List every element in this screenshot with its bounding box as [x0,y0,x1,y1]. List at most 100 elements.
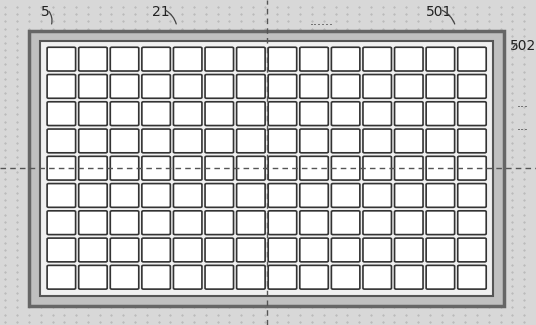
FancyBboxPatch shape [426,184,455,207]
FancyBboxPatch shape [174,156,202,180]
FancyBboxPatch shape [79,265,107,289]
FancyBboxPatch shape [394,211,423,235]
FancyBboxPatch shape [331,211,360,235]
FancyBboxPatch shape [47,156,76,180]
FancyBboxPatch shape [331,47,360,71]
FancyBboxPatch shape [236,211,265,235]
FancyBboxPatch shape [174,102,202,125]
FancyBboxPatch shape [426,74,455,98]
FancyBboxPatch shape [110,211,139,235]
FancyBboxPatch shape [331,265,360,289]
FancyBboxPatch shape [426,129,455,153]
FancyBboxPatch shape [458,129,486,153]
FancyBboxPatch shape [110,238,139,262]
FancyBboxPatch shape [205,211,234,235]
FancyBboxPatch shape [331,102,360,125]
FancyBboxPatch shape [236,184,265,207]
FancyBboxPatch shape [426,265,455,289]
FancyBboxPatch shape [205,265,234,289]
FancyBboxPatch shape [110,102,139,125]
FancyBboxPatch shape [174,184,202,207]
FancyBboxPatch shape [300,211,328,235]
FancyBboxPatch shape [79,47,107,71]
FancyBboxPatch shape [458,102,486,125]
FancyBboxPatch shape [458,74,486,98]
FancyBboxPatch shape [426,238,455,262]
FancyBboxPatch shape [79,184,107,207]
Text: ......: ...... [310,15,333,28]
FancyBboxPatch shape [300,129,328,153]
FancyBboxPatch shape [363,156,391,180]
FancyBboxPatch shape [394,184,423,207]
FancyBboxPatch shape [394,265,423,289]
FancyBboxPatch shape [394,156,423,180]
Text: ...: ... [517,98,528,111]
FancyBboxPatch shape [236,47,265,71]
FancyBboxPatch shape [331,238,360,262]
FancyBboxPatch shape [79,211,107,235]
FancyBboxPatch shape [458,47,486,71]
FancyBboxPatch shape [110,156,139,180]
FancyBboxPatch shape [142,102,170,125]
FancyBboxPatch shape [47,265,76,289]
Text: 501: 501 [426,5,453,19]
FancyBboxPatch shape [142,74,170,98]
FancyBboxPatch shape [394,129,423,153]
FancyBboxPatch shape [236,129,265,153]
FancyBboxPatch shape [174,74,202,98]
Text: 21: 21 [152,5,169,19]
FancyBboxPatch shape [363,238,391,262]
FancyBboxPatch shape [174,265,202,289]
FancyBboxPatch shape [47,74,76,98]
FancyBboxPatch shape [300,102,328,125]
FancyBboxPatch shape [236,102,265,125]
FancyBboxPatch shape [394,47,423,71]
FancyBboxPatch shape [236,156,265,180]
FancyBboxPatch shape [268,184,297,207]
FancyBboxPatch shape [79,102,107,125]
FancyBboxPatch shape [363,265,391,289]
FancyBboxPatch shape [205,74,234,98]
FancyBboxPatch shape [363,74,391,98]
FancyBboxPatch shape [331,129,360,153]
FancyBboxPatch shape [426,102,455,125]
FancyBboxPatch shape [426,211,455,235]
FancyBboxPatch shape [79,74,107,98]
FancyBboxPatch shape [79,238,107,262]
Bar [40,41,493,296]
FancyBboxPatch shape [394,238,423,262]
FancyBboxPatch shape [363,211,391,235]
FancyBboxPatch shape [205,47,234,71]
Text: 5: 5 [41,5,50,19]
FancyBboxPatch shape [47,238,76,262]
FancyBboxPatch shape [458,265,486,289]
FancyBboxPatch shape [236,265,265,289]
FancyBboxPatch shape [363,47,391,71]
FancyBboxPatch shape [331,74,360,98]
FancyBboxPatch shape [268,129,297,153]
FancyBboxPatch shape [363,184,391,207]
FancyBboxPatch shape [268,265,297,289]
FancyBboxPatch shape [331,184,360,207]
FancyBboxPatch shape [142,211,170,235]
FancyBboxPatch shape [300,265,328,289]
FancyBboxPatch shape [426,47,455,71]
FancyBboxPatch shape [268,74,297,98]
FancyBboxPatch shape [205,156,234,180]
FancyBboxPatch shape [174,238,202,262]
Text: 502: 502 [510,39,535,53]
FancyBboxPatch shape [205,184,234,207]
FancyBboxPatch shape [47,102,76,125]
FancyBboxPatch shape [205,238,234,262]
FancyBboxPatch shape [458,238,486,262]
FancyBboxPatch shape [174,211,202,235]
FancyBboxPatch shape [236,238,265,262]
FancyBboxPatch shape [300,47,328,71]
FancyBboxPatch shape [142,238,170,262]
FancyBboxPatch shape [142,47,170,71]
FancyBboxPatch shape [300,156,328,180]
FancyBboxPatch shape [458,211,486,235]
FancyBboxPatch shape [331,156,360,180]
FancyBboxPatch shape [174,129,202,153]
FancyBboxPatch shape [300,74,328,98]
